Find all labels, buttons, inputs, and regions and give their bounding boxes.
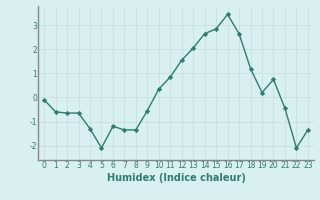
X-axis label: Humidex (Indice chaleur): Humidex (Indice chaleur) (107, 173, 245, 183)
